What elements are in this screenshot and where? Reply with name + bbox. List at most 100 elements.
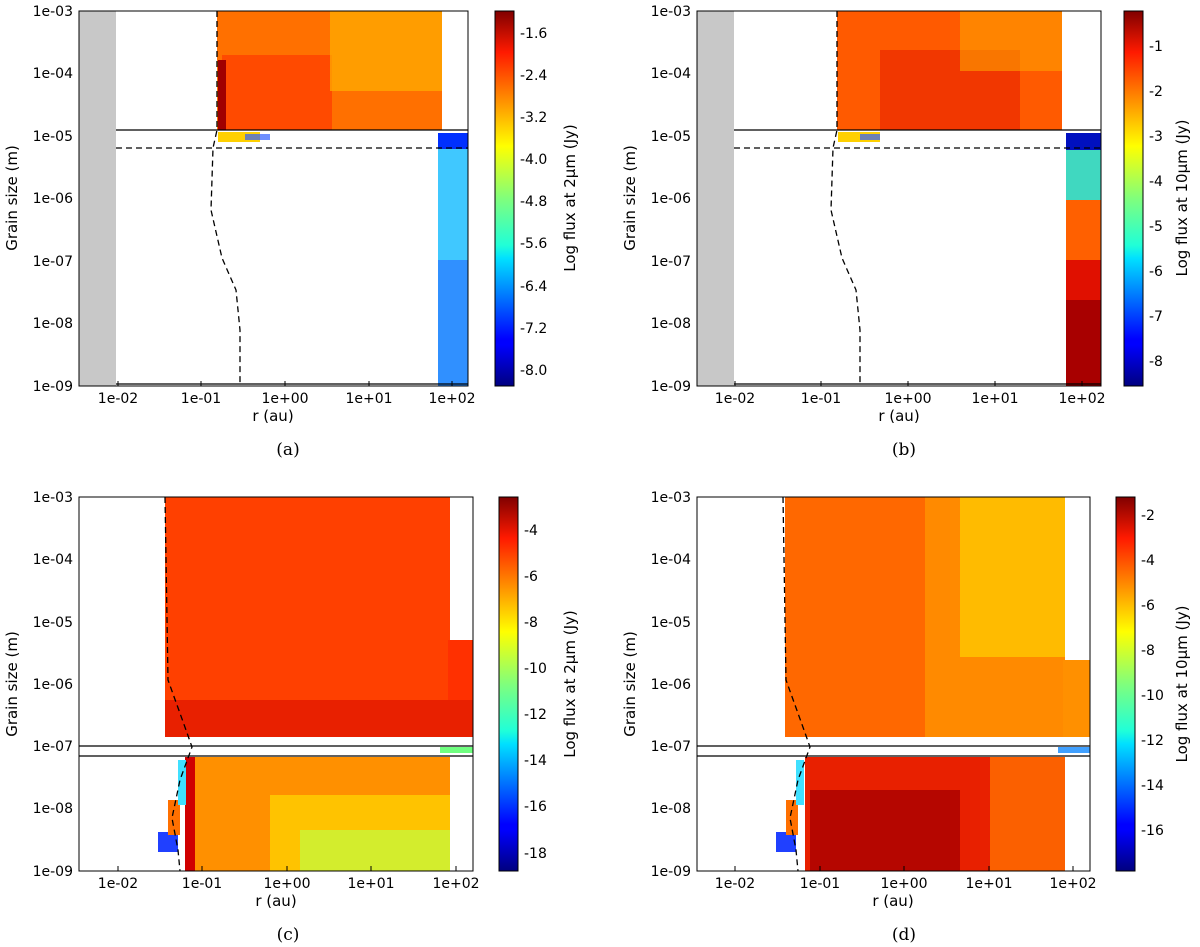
y-tick-label: 1e-06: [33, 191, 73, 207]
colorbar-tick-label: -18: [524, 846, 547, 862]
dashed-curve: [210, 11, 241, 386]
heatmap-thin-band: [838, 132, 880, 142]
y-tick-label: 1e-09: [33, 864, 73, 880]
y-tick-label: 1e-08: [651, 316, 691, 332]
heatmap-gap-right: [440, 747, 473, 753]
colorbar-tick-label: -1.6: [520, 26, 547, 42]
heatmap-lower-left-fringe2: [786, 800, 798, 835]
heatmap-thin-band-tail: [860, 134, 880, 140]
plot-frame: [696, 10, 1102, 387]
y-tick-label: 1e-04: [33, 552, 73, 568]
heatmap-thin-band: [218, 132, 260, 142]
colorbar-tick-label: -12: [524, 707, 547, 723]
x-tick-label: 1e+01: [347, 876, 394, 892]
x-ticks: 1e-02 1e-01 1e+00 1e+01 1e+02: [715, 381, 1106, 407]
colorbar-tick-label: -4.8: [520, 194, 547, 210]
colorbar: [1123, 10, 1144, 387]
x-tick-label: 1e+02: [1049, 876, 1096, 892]
colorbar-ticks: -1 -2 -3 -4 -5 -6 -7 -8: [1149, 39, 1163, 370]
x-axis-label: r (au): [252, 407, 293, 425]
colorbar-label: Log flux at 2μm (Jy): [561, 610, 579, 757]
x-tick-label: 1e-02: [715, 391, 755, 407]
colorbar-tick-label: -16: [1141, 823, 1164, 839]
heatmap-thin-band-tail: [245, 134, 270, 140]
colorbar-tick-label: -6: [1149, 264, 1163, 280]
grey-region: [697, 11, 734, 386]
y-tick-label: 1e-09: [651, 379, 691, 395]
x-tick-label: 1e+01: [965, 876, 1012, 892]
colorbar: [498, 496, 519, 872]
colorbar-tick-label: -4: [524, 523, 538, 539]
panel-caption: (d): [892, 925, 916, 945]
y-tick-label: 1e-09: [33, 379, 73, 395]
colorbar-tick-label: -2: [1141, 508, 1155, 524]
dashed-curve: [164, 496, 193, 872]
y-tick-label: 1e-04: [651, 66, 691, 82]
heatmap-upper-outer: [960, 497, 1065, 657]
y-tick-label: 1e-05: [33, 615, 73, 631]
colorbar-tick-label: -6: [1141, 598, 1155, 614]
dashed-curve: [830, 11, 861, 386]
y-tick-label: 1e-05: [651, 129, 691, 145]
y-tick-label: 1e-08: [651, 801, 691, 817]
panel-a: 1e-02 1e-01 1e+00 1e+01 1e+02 1e-03 1e-0…: [3, 4, 579, 460]
y-ticks: 1e-03 1e-04 1e-05 1e-06 1e-07 1e-08 1e-0…: [651, 490, 691, 880]
heatmap-lower-inner-edge: [185, 757, 195, 871]
x-tick-label: 1e+00: [261, 391, 308, 407]
colorbar-tick-label: -3: [1149, 129, 1163, 145]
y-tick-label: 1e-08: [33, 316, 73, 332]
y-tick-label: 1e-06: [651, 677, 691, 693]
y-tick-label: 1e-09: [651, 864, 691, 880]
colorbar-tick-label: -2: [1149, 84, 1163, 100]
y-tick-label: 1e-06: [651, 191, 691, 207]
colorbar-ticks: -2 -4 -6 -8 -10 -12 -14 -16: [1141, 508, 1164, 839]
colorbar-tick-label: -16: [524, 799, 547, 815]
heatmap-cold-lower: [438, 260, 468, 386]
x-axis-label: r (au): [255, 892, 296, 910]
heatmap-cold-upper: [1066, 150, 1101, 200]
colorbar-tick-label: -8: [1149, 354, 1163, 370]
y-tick-label: 1e-07: [33, 739, 73, 755]
heatmap-upper-band: [165, 700, 473, 737]
y-tick-label: 1e-03: [33, 4, 73, 20]
x-tick-label: 1e-01: [181, 391, 221, 407]
x-tick-label: 1e+00: [880, 876, 927, 892]
y-tick-label: 1e-03: [651, 490, 691, 506]
colorbar-tick-label: -8.0: [520, 363, 547, 379]
x-ticks: 1e-02 1e-01 1e+00 1e+01 1e+02: [98, 866, 480, 892]
plot-frame: [78, 10, 469, 387]
y-tick-label: 1e-05: [33, 129, 73, 145]
x-tick-label: 1e-02: [98, 391, 138, 407]
y-axis-label: Grain size (m): [3, 145, 21, 251]
x-tick-label: 1e-02: [98, 876, 138, 892]
colorbar-tick-label: -1: [1149, 39, 1163, 55]
colorbar-ticks: -4 -6 -8 -10 -12 -14 -16 -18: [524, 523, 547, 862]
colorbar: [1115, 496, 1136, 872]
colorbar-label: Log flux at 10μm (Jy): [1173, 605, 1191, 762]
panel-c: 1e-02 1e-01 1e+00 1e+01 1e+02 1e-03 1e-0…: [3, 490, 579, 945]
y-tick-label: 1e-04: [651, 552, 691, 568]
colorbar-tick-label: -12: [1141, 733, 1164, 749]
y-tick-label: 1e-07: [33, 254, 73, 270]
colorbar-tick-label: -14: [524, 753, 547, 769]
panel-caption: (c): [277, 925, 300, 945]
y-tick-label: 1e-05: [651, 615, 691, 631]
colorbar-tick-label: -10: [1141, 688, 1164, 704]
colorbar-label: Log flux at 10μm (Jy): [1173, 119, 1191, 276]
y-ticks: 1e-03 1e-04 1e-05 1e-06 1e-07 1e-08 1e-0…: [33, 490, 73, 880]
x-ticks: 1e-02 1e-01 1e+00 1e+01 1e+02: [715, 866, 1097, 892]
panel-d: 1e-02 1e-01 1e+00 1e+01 1e+02 1e-03 1e-0…: [621, 490, 1191, 945]
x-tick-label: 1e+02: [1058, 391, 1105, 407]
heatmap-lower-far: [300, 830, 450, 871]
heatmap-cold-top: [438, 133, 468, 149]
grey-region: [79, 11, 116, 386]
y-ticks: 1e-03 1e-04 1e-05 1e-06 1e-07 1e-08 1e-0…: [651, 4, 691, 395]
heatmap-hot-outer: [330, 11, 442, 91]
colorbar-tick-label: -4: [1149, 174, 1163, 190]
heatmap-lower-left-fringe3: [178, 760, 186, 805]
panel-b: 1e-02 1e-01 1e+00 1e+01 1e+02 1e-03 1e-0…: [621, 4, 1191, 460]
colorbar-tick-label: -7.2: [520, 321, 547, 337]
colorbar-tick-label: -2.4: [520, 68, 547, 84]
x-axis-label: r (au): [872, 892, 913, 910]
heatmap-hot-outer: [960, 11, 1062, 71]
